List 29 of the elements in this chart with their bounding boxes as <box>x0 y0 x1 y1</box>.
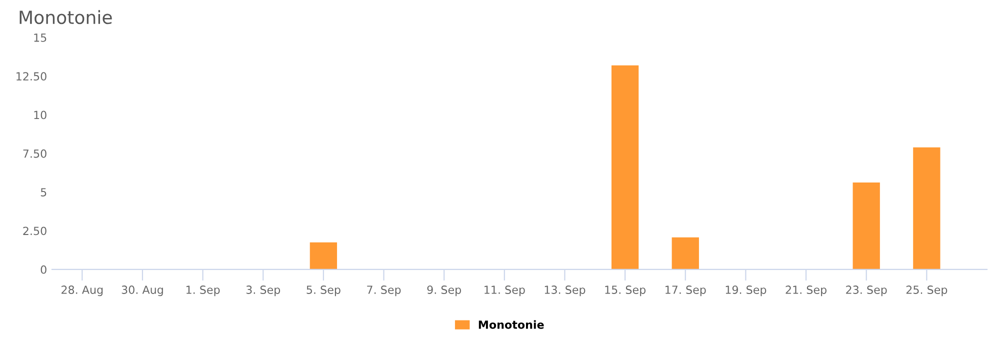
x-tick-label: 30. Aug <box>122 286 163 296</box>
bar <box>611 65 639 270</box>
x-tick-label: 21. Sep <box>786 286 826 296</box>
x-tick-label: 11. Sep <box>484 286 525 296</box>
bar <box>852 182 880 270</box>
x-tick-label: 9. Sep <box>427 286 462 296</box>
x-tick-label: 7. Sep <box>367 286 401 296</box>
x-tick-label: 5. Sep <box>306 286 340 296</box>
x-tick-label: 1. Sep <box>186 286 220 296</box>
legend-label: Monotonie <box>478 320 544 329</box>
x-tick-label: 3. Sep <box>246 286 280 296</box>
x-tick-label: 17. Sep <box>666 286 706 296</box>
y-tick-label: 15 <box>34 34 46 42</box>
y-tick-label: 12.50 <box>16 72 46 81</box>
y-tick-label: 5 <box>40 188 46 196</box>
y-tick-label: 7.50 <box>23 149 46 158</box>
y-tick-label: 10 <box>34 110 46 120</box>
bar <box>310 242 338 270</box>
x-tick-label: 23. Sep <box>846 286 887 296</box>
chart-title: Monotonie <box>20 10 112 24</box>
x-tick-label: 28. Aug <box>62 286 103 296</box>
x-tick-label: 15. Sep <box>605 286 646 296</box>
x-tick-label: 13. Sep <box>544 286 586 296</box>
bar <box>913 147 940 270</box>
x-tick-label: 19. Sep <box>726 286 766 296</box>
x-tick-label: 25. Sep <box>906 286 948 296</box>
y-tick-label: 0 <box>40 265 46 274</box>
y-tick-label: 2.50 <box>23 226 46 236</box>
bar <box>672 237 699 270</box>
